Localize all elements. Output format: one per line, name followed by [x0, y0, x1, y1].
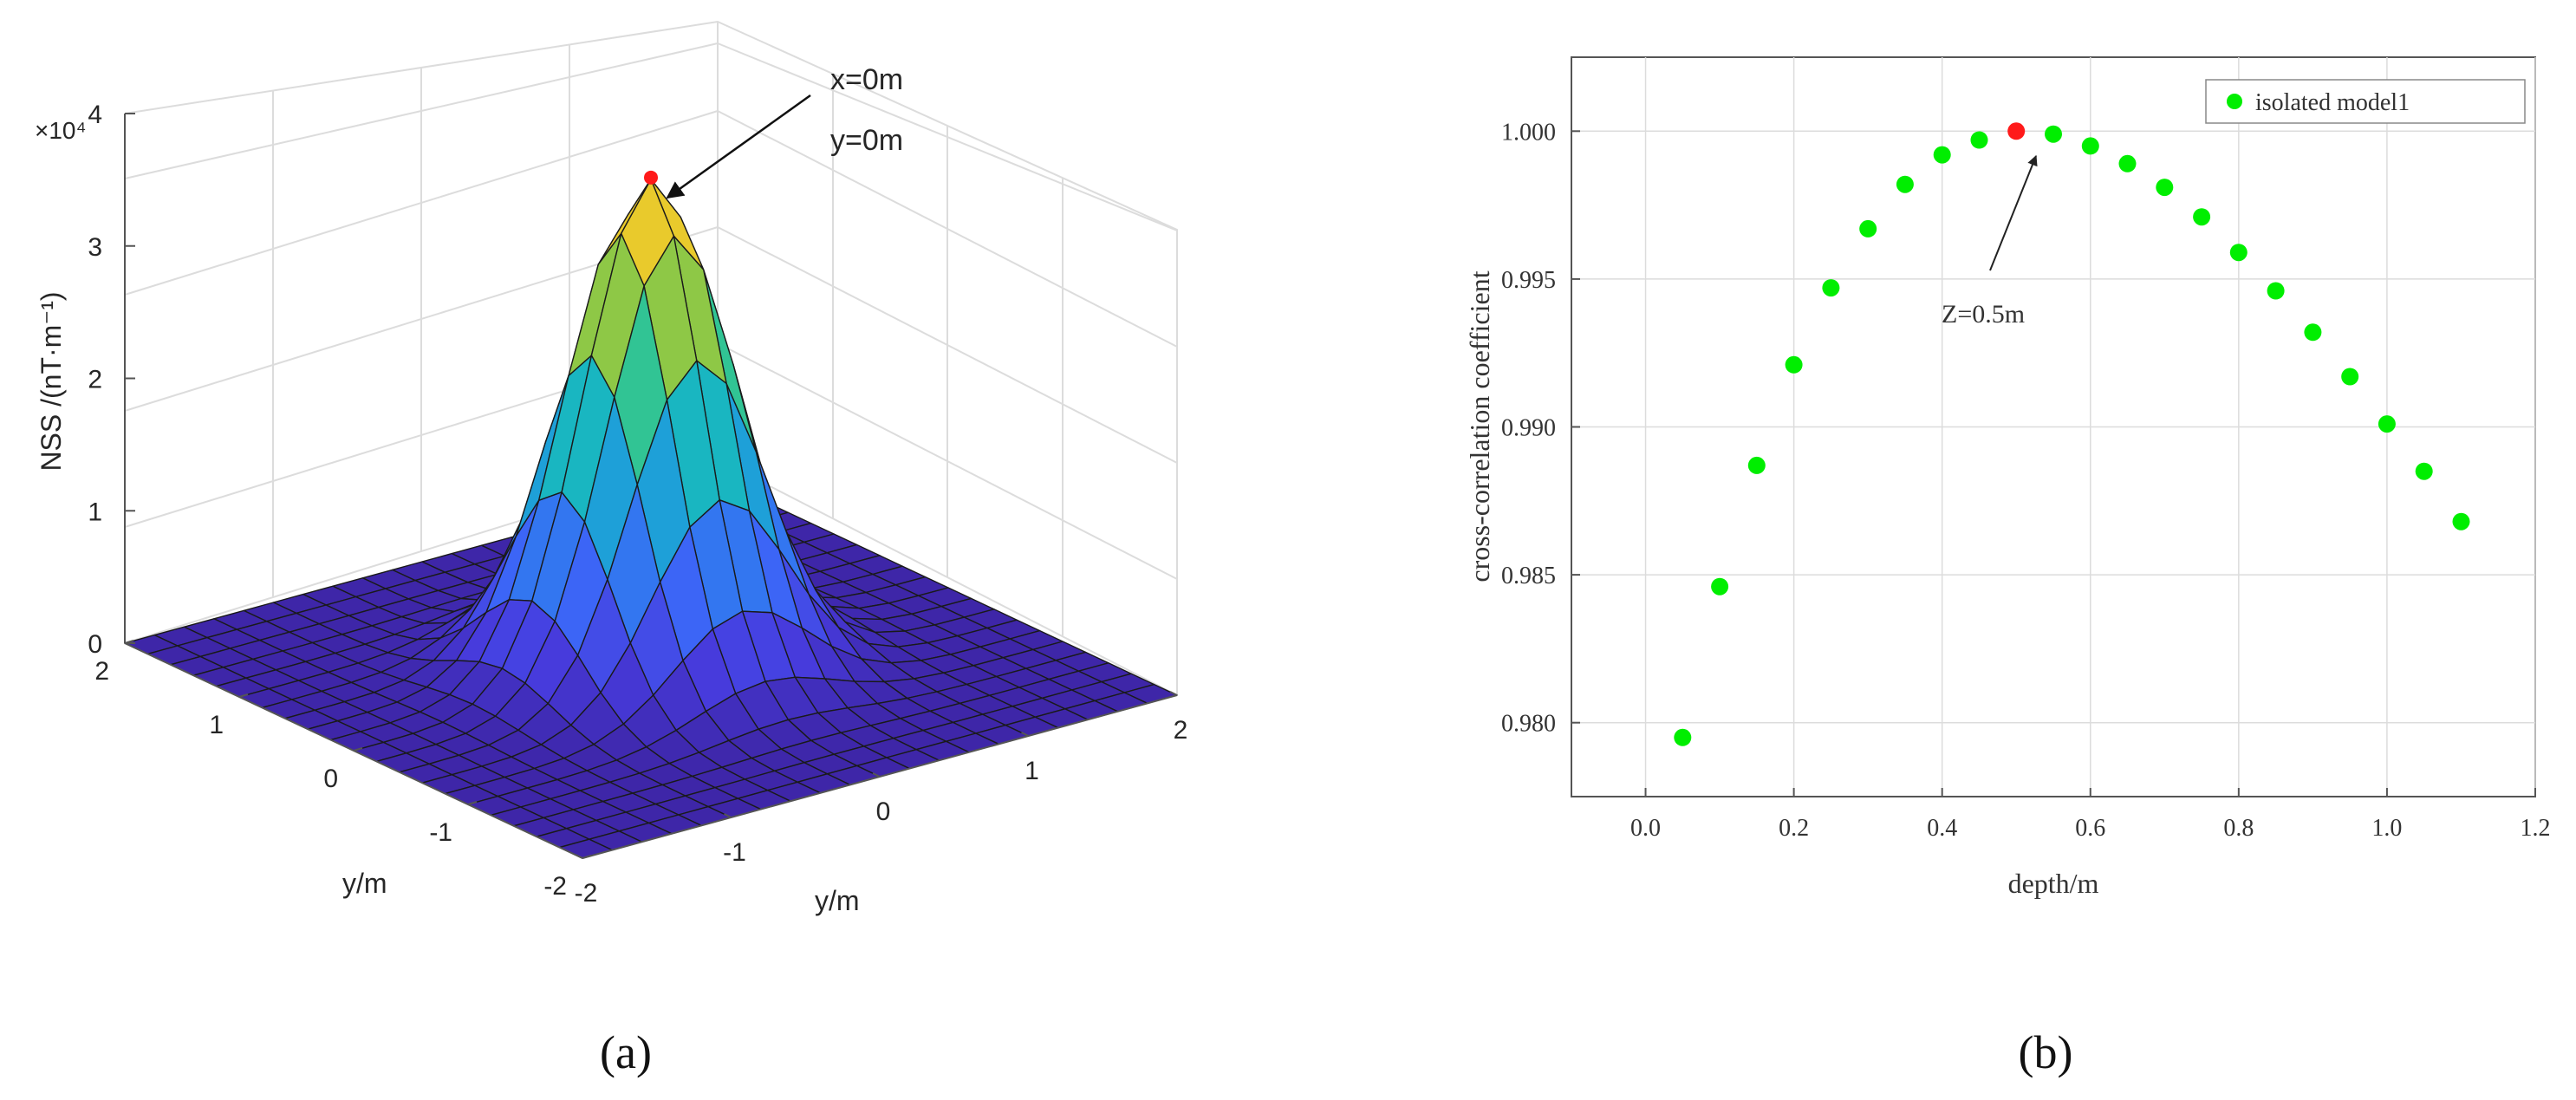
x-tick-label: 0.0	[1630, 815, 1661, 842]
x-tick-label: 0.8	[2223, 815, 2254, 842]
left-tick-mark	[582, 855, 592, 859]
annotation-line-1: x=0m	[830, 63, 903, 96]
x-axis-ticks: 0.0 0.2 0.4 0.6 0.8 1.0 1.2	[1630, 788, 2551, 842]
y-axis-label: cross-correlation coefficient	[1464, 270, 1495, 582]
data-point	[2156, 179, 2174, 197]
left-tick-mark	[353, 747, 363, 752]
left-tick-label: -1	[429, 818, 452, 847]
right-tick-mark	[724, 813, 732, 818]
left-tick-label: 1	[209, 711, 224, 739]
peak-point	[644, 170, 658, 185]
data-point	[2452, 512, 2470, 530]
right-tick-label: -2	[575, 879, 598, 908]
z-tick-label: 4	[88, 101, 102, 129]
data-point	[1822, 279, 1840, 297]
peak-annotation: x=0m y=0m	[666, 63, 903, 199]
data-point	[2267, 282, 2285, 300]
right-axis-ticks: -2 -1 0 1 2	[575, 691, 1188, 908]
z-tick-label: 2	[88, 366, 102, 394]
data-point	[1933, 146, 1951, 164]
left-tick-label: 0	[323, 765, 338, 793]
x-tick-label: 0.2	[1779, 815, 1809, 842]
x-tick-label: 1.0	[2371, 815, 2402, 842]
z-axis: 0 1 2 3 4 ×10⁴ NSS /(nT·m⁻¹)	[35, 101, 135, 659]
caption-a: (a)	[600, 1026, 652, 1078]
legend-label: isolated model1	[2255, 89, 2410, 116]
data-point	[1785, 355, 1803, 374]
left-tick-mark	[467, 801, 478, 805]
data-point	[1711, 577, 1729, 596]
highlight-point	[2007, 122, 2026, 140]
z-tick-label: 0	[88, 630, 102, 659]
x-tick-label: 1.2	[2521, 815, 2551, 842]
left-tick-mark	[124, 640, 134, 644]
peak-marker	[644, 170, 658, 185]
right-tick-label: 2	[1174, 716, 1188, 745]
z-tick-label: 3	[88, 233, 102, 262]
right-tick-label: 0	[876, 797, 891, 826]
data-point	[2193, 208, 2211, 226]
data-point	[2341, 368, 2359, 386]
legend: isolated model1	[2205, 79, 2526, 124]
left-axis-ticks: 2 1 0 -1 -2	[94, 640, 592, 901]
x-tick-label: 0.6	[2075, 815, 2105, 842]
annotation-line-2: y=0m	[830, 124, 903, 157]
data-points	[1674, 122, 2470, 746]
data-point	[1896, 175, 1914, 193]
left-tick-mark	[238, 693, 249, 698]
data-point	[2118, 154, 2137, 172]
annotation-arrow	[666, 94, 811, 199]
right-tick-label: 1	[1025, 757, 1039, 785]
data-point	[1674, 728, 1692, 746]
y-tick-label: 0.985	[1501, 563, 1556, 589]
y-tick-label: 0.995	[1501, 267, 1556, 294]
y-tick-label: 0.980	[1501, 711, 1556, 738]
right-tick-mark	[575, 854, 583, 859]
surface-mesh	[124, 179, 1178, 859]
left-tick-label: -2	[543, 872, 567, 901]
y-tick-label: 1.000	[1501, 119, 1556, 146]
data-point	[2081, 137, 2099, 155]
data-point	[1859, 219, 1877, 238]
x-tick-label: 0.4	[1927, 815, 1957, 842]
data-point	[2229, 244, 2247, 262]
z-axis-label: NSS /(nT·m⁻¹)	[36, 291, 67, 471]
data-point	[2045, 125, 2062, 143]
data-point	[2415, 462, 2433, 480]
highlight-annotation: Z=0.5m	[1942, 154, 2038, 329]
z-exponent-label: ×10⁴	[35, 117, 87, 144]
right-tick-mark	[1021, 732, 1029, 737]
annotation-arrow-b	[1989, 154, 2038, 271]
data-point	[2304, 323, 2322, 342]
right-axis-label: y/m	[815, 885, 860, 916]
legend-marker	[2227, 94, 2242, 109]
data-point	[1747, 456, 1766, 474]
left-tick-label: 2	[94, 657, 109, 686]
data-point	[1970, 131, 1988, 149]
data-point	[2378, 415, 2396, 433]
annotation-z: Z=0.5m	[1942, 300, 2025, 329]
left-axis-label: y/m	[342, 868, 387, 899]
legend-box	[2205, 79, 2526, 124]
right-tick-mark	[1169, 691, 1178, 696]
y-tick-label: 0.990	[1501, 415, 1556, 442]
x-axis-label: depth/m	[2008, 868, 2099, 899]
caption-b: (b)	[2019, 1026, 2073, 1078]
right-tick-label: -1	[723, 838, 746, 867]
z-tick-label: 1	[88, 498, 102, 526]
y-axis-ticks: 0.980 0.985 0.990 0.995 1.000	[1501, 119, 1580, 738]
right-tick-mark	[872, 772, 881, 778]
